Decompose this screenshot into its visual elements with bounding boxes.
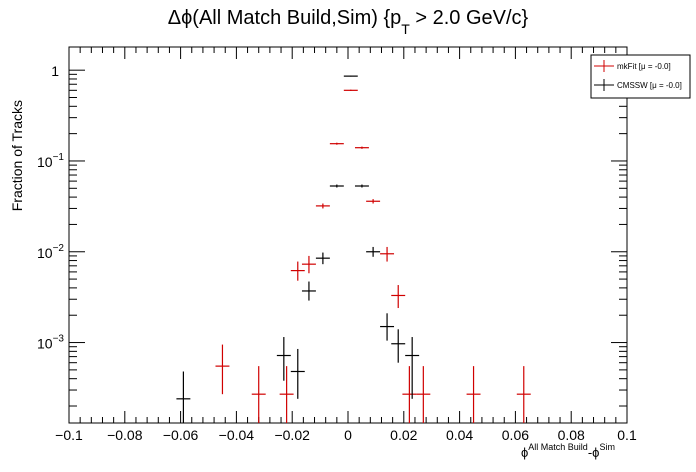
x-tick-label: −0.02 xyxy=(274,427,310,443)
legend-label-mkfit: mkFit [μ = -0.0] xyxy=(617,62,671,71)
series-mkfit xyxy=(215,89,531,423)
data-point xyxy=(391,285,406,309)
x-axis: −0.1 −0.08 −0.06 −0.04 −0.02 0 0.02 0.04 0.06 0.0… xyxy=(55,47,637,443)
y-tick-label: 1 xyxy=(51,63,59,79)
data-point xyxy=(402,366,417,423)
y-axis: 1 10−1 10−2 10−3 xyxy=(37,63,627,407)
data-point xyxy=(315,252,330,265)
x-tick-label: 0.06 xyxy=(502,427,529,443)
x-tick-label: 0.04 xyxy=(446,427,473,443)
data-point xyxy=(343,75,358,77)
data-point xyxy=(516,366,531,423)
x-tick-label: 0.08 xyxy=(558,427,585,443)
y-tick-label: 10−2 xyxy=(37,243,64,261)
series-cmssw xyxy=(176,75,420,423)
data-point xyxy=(301,255,316,274)
data-point xyxy=(290,261,305,281)
y-tick-label: 10−3 xyxy=(37,334,64,352)
data-point xyxy=(290,348,305,399)
x-axis-label: ϕAll Match Build-ϕSim xyxy=(521,442,615,460)
data-point xyxy=(380,246,395,262)
data-point xyxy=(416,366,431,423)
data-point xyxy=(354,146,369,149)
data-point xyxy=(329,184,344,188)
data-point xyxy=(366,199,381,204)
data-point xyxy=(215,344,230,395)
x-tick-label: −0.08 xyxy=(107,427,143,443)
x-tick-label: 0 xyxy=(344,427,352,443)
data-point xyxy=(466,366,481,423)
x-tick-label: 0.1 xyxy=(617,427,637,443)
x-tick-label: −0.1 xyxy=(55,427,83,443)
x-tick-label: −0.06 xyxy=(163,427,199,443)
data-point xyxy=(315,203,330,209)
data-point xyxy=(366,246,381,257)
data-point xyxy=(279,366,294,423)
data-point xyxy=(176,371,191,423)
data-point xyxy=(251,366,266,423)
data-point xyxy=(405,337,420,399)
x-tick-label: 0.02 xyxy=(390,427,417,443)
data-point xyxy=(380,313,395,341)
chart-title: Δϕ(All Match Build,Sim) {pT > 2.0 GeV/c} xyxy=(168,7,529,37)
data-point xyxy=(276,337,291,381)
data-point xyxy=(354,184,369,188)
legend-box xyxy=(590,54,691,99)
x-tick-label: −0.04 xyxy=(219,427,255,443)
data-point xyxy=(343,89,358,91)
data-point xyxy=(301,281,316,301)
data-point xyxy=(391,329,406,363)
y-tick-label: 10−1 xyxy=(37,152,64,170)
legend-marker-cmssw xyxy=(594,79,614,91)
y-axis-label: Fraction of Tracks xyxy=(9,100,25,211)
series-layer xyxy=(176,75,531,423)
legend: mkFit [μ = -0.0] CMSSW [μ = -0.0] xyxy=(590,54,691,99)
legend-label-cmssw: CMSSW [μ = -0.0] xyxy=(617,81,682,90)
legend-marker-mkfit xyxy=(594,60,614,72)
data-point xyxy=(329,142,344,145)
